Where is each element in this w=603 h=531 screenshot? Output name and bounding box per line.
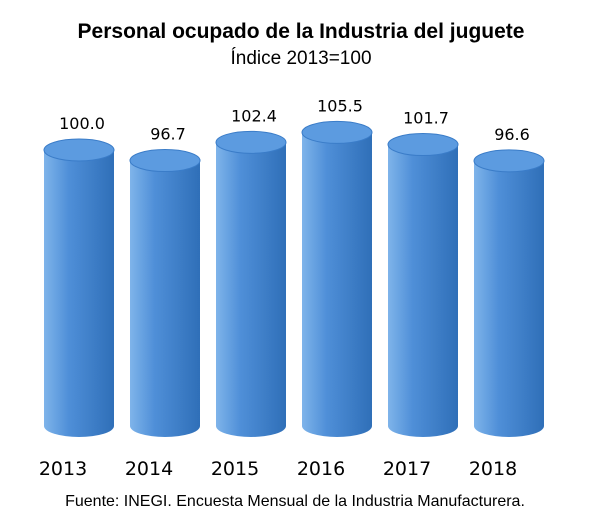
category-label-2015: 2015 (211, 458, 259, 480)
bar-top-2014 (129, 149, 201, 173)
bar-top-2013 (43, 138, 115, 162)
bar-2015 (216, 142, 286, 437)
bar-top-2017 (387, 133, 459, 157)
value-label-2014: 96.7 (150, 125, 186, 144)
bars-group (43, 120, 545, 437)
bar-top-2018 (473, 149, 545, 173)
value-label-2015: 102.4 (231, 106, 277, 125)
chart-title: Personal ocupado de la Industria del jug… (78, 20, 525, 43)
chart-subtitle: Índice 2013=100 (230, 48, 371, 69)
category-label-2016: 2016 (297, 458, 345, 480)
bar-2013 (44, 150, 114, 437)
category-label-2014: 2014 (125, 458, 173, 480)
value-label-2013: 100.0 (59, 114, 105, 133)
bar-top-2016 (301, 120, 373, 144)
category-label-2013: 2013 (39, 458, 87, 480)
value-label-2017: 101.7 (403, 109, 449, 128)
category-label-2017: 2017 (383, 458, 431, 480)
value-label-2016: 105.5 (317, 96, 363, 115)
bar-2016 (302, 132, 372, 437)
bar-top-2015 (215, 130, 287, 154)
source-note: Fuente: INEGI. Encuesta Mensual de la In… (65, 493, 525, 510)
bar-2014 (130, 160, 200, 437)
value-labels-group: 100.0 96.7 102.4 105.5 101.7 96.6 (59, 96, 530, 143)
bar-2018 (474, 160, 544, 437)
bar-2017 (388, 144, 458, 437)
category-label-2018: 2018 (469, 458, 517, 480)
category-labels-group: 2013 2014 2015 2016 2017 2018 (39, 458, 517, 480)
value-label-2018: 96.6 (494, 125, 530, 144)
